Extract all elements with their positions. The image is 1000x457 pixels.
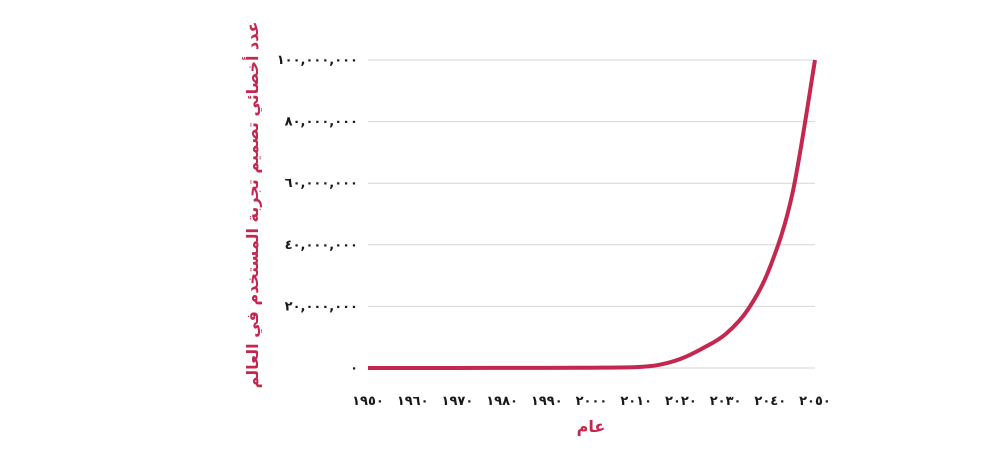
x-tick-label: ١٩٧٠ (442, 394, 474, 409)
x-tick-label: ٢٠٤٠ (754, 394, 786, 409)
x-tick-label: ١٩٥٠ (352, 394, 384, 409)
series-layer (367, 59, 817, 370)
gridlines (368, 59, 815, 369)
y-tick-label: ٤٠,٠٠٠,٠٠٠ (285, 238, 358, 253)
x-tick-label: ٢٠١٠ (620, 394, 652, 409)
y-tick-labels: ٠ ٢٠,٠٠٠,٠٠٠ ٤٠,٠٠٠,٠٠٠ ٦٠,٠٠٠,٠٠٠ ٨٠,٠٠٠,٠٠… (277, 53, 358, 376)
y-axis-title: عدد أخصائي تصميم تجربة المستخدم في العال… (242, 22, 263, 389)
y-tick-label: ١٠٠,٠٠٠,٠٠٠ (277, 53, 358, 68)
series-line-0 (367, 59, 817, 370)
x-tick-label: ١٩٩٠ (531, 394, 563, 409)
x-tick-label: ٢٠٢٠ (665, 394, 697, 409)
x-tick-label: ١٩٦٠ (397, 394, 429, 409)
y-tick-label: ٦٠,٠٠٠,٠٠٠ (285, 176, 358, 191)
x-tick-label: ١٩٨٠ (486, 394, 518, 409)
x-tick-label: ٢٠٣٠ (710, 394, 742, 409)
x-tick-labels: ١٩٥٠ ١٩٦٠ ١٩٧٠ ١٩٨٠ ١٩٩٠ ٢٠٠٠ ٢٠١٠ ٢٠٢٠ ٢٠٣٠ ٢٠٤٠… (352, 394, 831, 409)
x-tick-label: ٢٠٥٠ (799, 394, 831, 409)
y-tick-label: ٨٠,٠٠٠,٠٠٠ (285, 115, 358, 130)
x-axis-title: عام (577, 417, 606, 436)
y-tick-label: ٢٠,٠٠٠,٠٠٠ (285, 299, 358, 314)
x-tick-label: ٢٠٠٠ (576, 394, 608, 409)
y-tick-label: ٠ (350, 361, 358, 376)
